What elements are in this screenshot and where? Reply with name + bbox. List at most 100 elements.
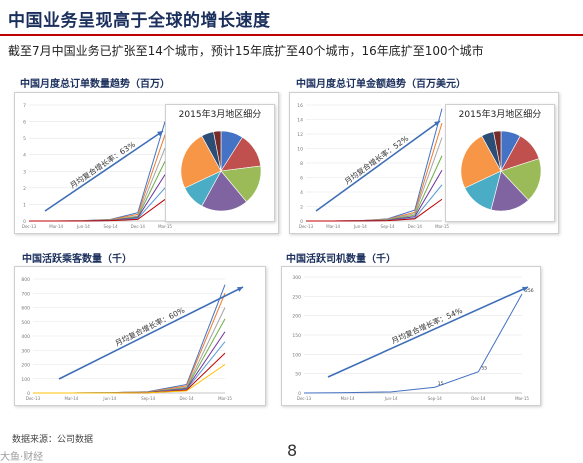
y-tick-label: 100 <box>292 352 301 358</box>
growth-rate-label: 月均复合增长率：60% <box>113 305 186 348</box>
growth-arrow <box>58 286 244 380</box>
pie-slice <box>213 130 222 172</box>
y-tick-label: 400 <box>21 334 30 340</box>
x-tick-label: Mar-14 <box>49 224 63 229</box>
pie-slice <box>460 135 502 189</box>
y-tick-label: 12 <box>297 132 303 138</box>
y-tick-label: 4 <box>23 153 26 159</box>
panel-riders: 800 700 600 500 400 300 200 100 0 Dec-13 Mar-14 Jun… <box>14 266 266 406</box>
y-tick-label: 200 <box>21 363 30 369</box>
growth-arrow <box>44 130 164 212</box>
y-tick-label: 150 <box>292 333 301 339</box>
pie-slice <box>500 158 542 201</box>
y-tick-label: 2 <box>300 205 303 211</box>
x-tick-label: Mar-15 <box>218 396 232 401</box>
x-tick-label: Dec-14 <box>471 396 486 401</box>
pie-slice <box>180 135 222 189</box>
pie-slice <box>201 170 247 212</box>
y-tick-label: 7 <box>23 103 26 109</box>
x-tick-label: Dec-13 <box>22 224 37 229</box>
inset-title: 2015年3月地区细分 <box>178 110 262 120</box>
y-tick-label: 700 <box>21 291 30 297</box>
inset-orders-pie: 2015年3月地区细分 <box>165 104 275 222</box>
x-tick-label: Dec-13 <box>26 396 41 401</box>
y-tick-label: 6 <box>23 120 26 126</box>
x-tick-label: Mar-15 <box>435 224 449 229</box>
inset-gmv-pie: 2015年3月地区细分 <box>445 104 555 222</box>
x-tick-label: Dec-14 <box>179 396 194 401</box>
y-tick-label: 16 <box>297 103 303 109</box>
y-tick-label: 200 <box>292 314 301 320</box>
y-tick-label: 300 <box>292 275 301 281</box>
source-note: 数据来源：公司数据 <box>12 435 94 445</box>
x-tick-label: Sep-14 <box>104 224 119 229</box>
page-number: 8 <box>287 441 298 460</box>
growth-rate-label: 月均复合增长率：52% <box>342 133 410 186</box>
x-tick-label: Sep-14 <box>141 396 156 401</box>
growth-rate-label: 月均复合增长率：63% <box>68 139 137 190</box>
y-tick-label: 2 <box>23 186 26 192</box>
y-tick-label: 800 <box>21 277 30 283</box>
x-tick-label: Dec-13 <box>297 396 312 401</box>
x-tick-label: Mar-14 <box>64 396 78 401</box>
y-tick-label: 100 <box>21 377 30 383</box>
series-line <box>303 293 523 394</box>
series-line <box>306 198 443 222</box>
panel-title-riders: 中国活跃乘客数量（千） <box>22 254 132 265</box>
y-tick-label: 6 <box>300 176 303 182</box>
x-tick-label: Dec-13 <box>299 224 314 229</box>
x-tick-label: Sep-14 <box>428 396 443 401</box>
y-tick-label: 0 <box>300 219 303 225</box>
y-tick-label: 14 <box>297 118 303 124</box>
y-tick-label: 0 <box>23 219 26 225</box>
x-tick-label: Jun-14 <box>353 224 367 229</box>
title-rule <box>0 34 583 36</box>
y-tick-label: 4 <box>300 190 303 196</box>
x-tick-label: Dec-14 <box>131 224 146 229</box>
series-line <box>33 364 226 394</box>
y-tick-label: 0 <box>27 391 30 397</box>
x-tick-label: Dec-14 <box>408 224 423 229</box>
y-tick-label: 0 <box>298 391 301 397</box>
x-tick-label: Mar-14 <box>341 396 355 401</box>
watermark: 大鱼·财经 <box>0 452 44 463</box>
slide-subtitle: 截至7月中国业务已扩张至14个城市，预计15年底扩至40个城市，16年底扩至10… <box>8 44 484 58</box>
growth-arrow-head <box>237 287 243 292</box>
data-label: 256 <box>525 288 534 294</box>
y-tick-label: 300 <box>21 348 30 354</box>
x-tick-label: Mar-15 <box>158 224 172 229</box>
series-line <box>29 147 166 222</box>
panel-title-orders: 中国月度总订单数量趋势（百万） <box>20 79 170 90</box>
x-tick-label: Jun-14 <box>384 396 398 401</box>
y-tick-label: 1 <box>23 202 26 208</box>
y-tick-label: 8 <box>300 161 303 167</box>
pie-slice <box>493 130 502 172</box>
y-tick-label: 5 <box>23 136 26 142</box>
gmv-pie-chart <box>460 130 542 212</box>
panel-drivers: 300 250 200 150 100 50 0 Dec-13 Mar-14 Jun-14 Sep-… <box>281 266 541 406</box>
y-tick-label: 250 <box>292 294 301 300</box>
y-tick-label: 3 <box>23 169 26 175</box>
y-tick-label: 10 <box>297 147 303 153</box>
series-line <box>306 137 443 222</box>
x-tick-label: Mar-14 <box>326 224 340 229</box>
x-tick-label: Sep-14 <box>381 224 396 229</box>
slide-title: 中国业务呈现高于全球的增长速度 <box>8 11 271 31</box>
growth-rate-label: 月均复合增长率：54% <box>390 305 464 346</box>
data-label: 15 <box>438 381 444 387</box>
y-tick-label: 500 <box>21 320 30 326</box>
growth-arrow-head <box>522 286 528 292</box>
inset-title: 2015年3月地区细分 <box>458 110 542 120</box>
x-tick-label: Mar-15 <box>515 396 529 401</box>
growth-arrow <box>315 120 441 212</box>
growth-arrow-head <box>434 121 440 127</box>
x-tick-label: Jun-14 <box>76 224 90 229</box>
series-line <box>33 318 226 394</box>
y-tick-label: 600 <box>21 306 30 312</box>
panel-title-gmv: 中国月度总订单金额趋势（百万美元） <box>296 79 466 90</box>
data-label: 55 <box>481 366 487 372</box>
